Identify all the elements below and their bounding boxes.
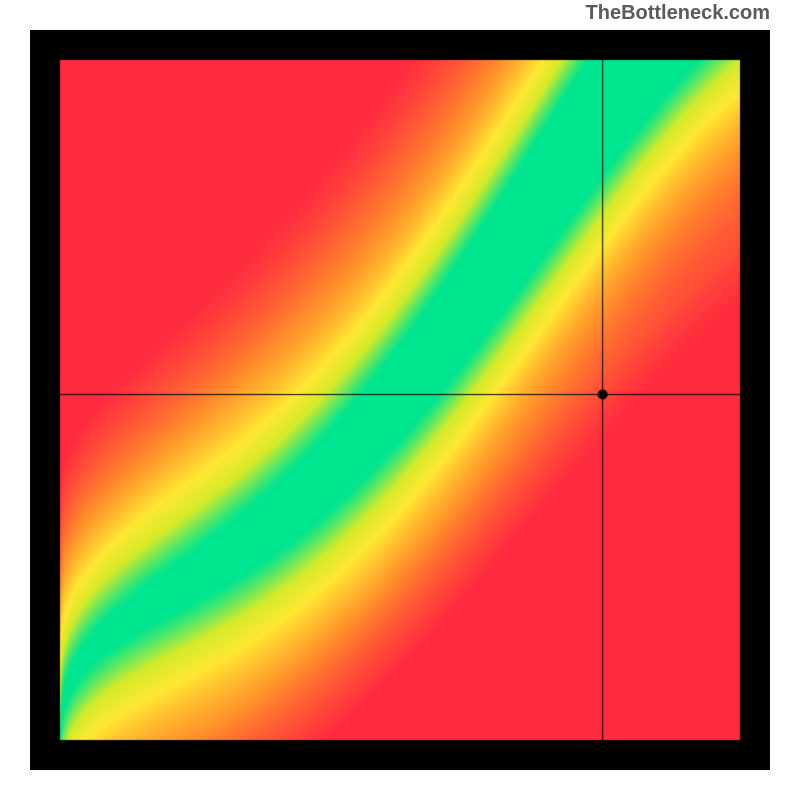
heatmap-canvas [30,30,770,770]
bottleneck-heatmap [30,30,770,770]
watermark-text: TheBottleneck.com [586,2,770,25]
